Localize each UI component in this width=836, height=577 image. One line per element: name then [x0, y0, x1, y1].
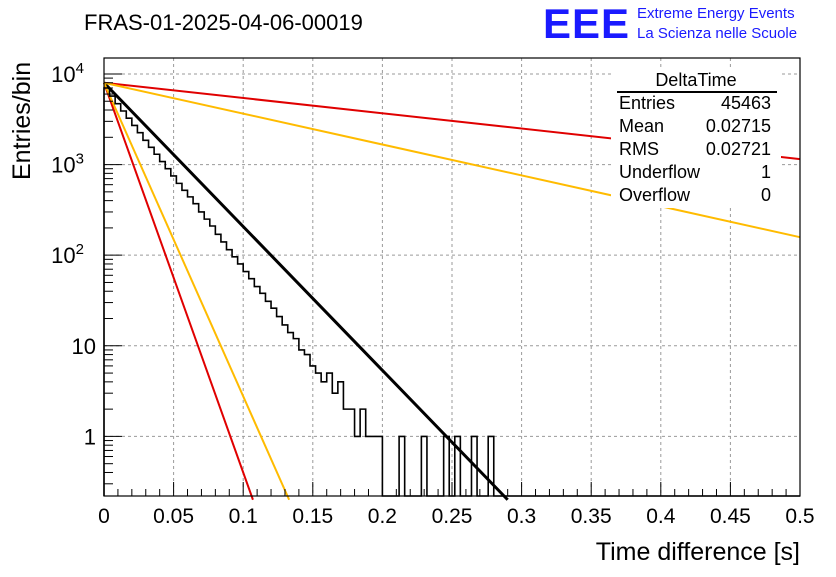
- fit-curve: [102, 81, 509, 501]
- fit-curve: [103, 82, 291, 501]
- eee-logo: EEE Extreme Energy Events La Scienza nel…: [543, 2, 833, 46]
- axis-ticks: [103, 73, 801, 496]
- stats-value: 1: [760, 162, 771, 182]
- fit-curve: [103, 82, 254, 501]
- stats-value: 0.02721: [705, 139, 771, 159]
- y-axis-label: Entries/bin: [8, 62, 36, 180]
- stats-row-entries: Entries 45463: [619, 93, 771, 115]
- stats-key: Mean: [619, 116, 665, 136]
- stats-box: DeltaTime Entries 45463 Mean 0.02715 RMS…: [611, 70, 781, 208]
- x-tick-label: 0.15: [292, 505, 333, 528]
- stats-title: DeltaTime: [655, 70, 737, 90]
- x-tick-label: 0.2: [368, 505, 397, 528]
- x-axis-label: Time difference [s]: [596, 538, 800, 566]
- x-tick-label: 0.5: [785, 505, 814, 528]
- stats-value: 45463: [720, 93, 771, 113]
- y-tick-label: 103: [51, 151, 84, 178]
- x-tick-labels: 0 0.05 0.1 0.15 0.2 0.25 0.3 0.35 0.4 0.45 0.5: [98, 505, 814, 528]
- y-tick-label: 104: [51, 60, 84, 87]
- x-tick-label: 0.3: [507, 505, 536, 528]
- stats-row-overflow: Overflow 0: [619, 185, 771, 207]
- x-tick-label: 0.4: [646, 505, 676, 528]
- stats-key: RMS: [619, 139, 659, 159]
- stats-row-rms: RMS 0.02721: [619, 139, 771, 161]
- stats-divider: [617, 91, 777, 93]
- logo-line-2: La Scienza nelle Scuole: [637, 25, 798, 42]
- y-tick-label: 1: [84, 424, 96, 449]
- stats-key: Entries: [619, 93, 676, 113]
- stats-row-mean: Mean 0.02715: [619, 116, 771, 138]
- fit-curve: [103, 81, 801, 239]
- chart-title: FRAS-01-2025-04-06-00019: [84, 10, 363, 35]
- stats-value: 0: [760, 185, 771, 205]
- stats-value: 0.02715: [705, 116, 771, 136]
- logo-mark: EEE: [543, 0, 631, 47]
- x-tick-label: 0.25: [432, 505, 473, 528]
- x-tick-label: 0.45: [710, 505, 751, 528]
- x-tick-label: 0.35: [571, 505, 612, 528]
- logo-line-1: Extreme Energy Events: [637, 5, 795, 22]
- stats-row-underflow: Underflow 1: [619, 162, 771, 184]
- x-tick-label: 0.1: [229, 505, 258, 528]
- x-tick-label: 0: [98, 505, 110, 528]
- stats-key: Overflow: [619, 185, 691, 205]
- y-tick-label: 10: [72, 334, 96, 359]
- x-tick-label: 0.05: [153, 505, 194, 528]
- stats-key: Underflow: [619, 162, 701, 182]
- y-tick-label: 102: [51, 241, 84, 268]
